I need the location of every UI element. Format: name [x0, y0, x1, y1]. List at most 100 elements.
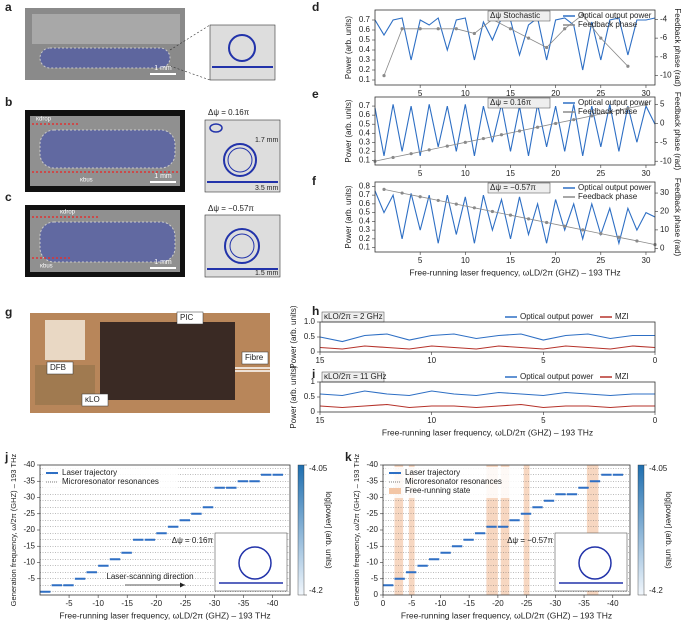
trajectory-segment: [405, 571, 417, 574]
series-marker: [526, 217, 531, 221]
trajectory-segment: [394, 577, 405, 580]
photo-label: κLO: [85, 395, 100, 404]
panel-label: i: [312, 367, 315, 381]
y-tick-label: 0.2: [359, 234, 371, 243]
series-line: [319, 390, 655, 397]
y-axis-label: Generation frequency, ω/2π (GHZ) – 193 T…: [9, 453, 18, 606]
y2-axis-label: Feedback phase (rad): [673, 92, 682, 171]
y-tick-label: -30: [23, 493, 35, 502]
y-axis-label: Power (arb. units): [289, 365, 298, 428]
x-tick-label: 15: [506, 169, 515, 178]
trajectory-segment: [578, 486, 589, 489]
trajectory-segment: [202, 506, 214, 509]
y-tick-label: 0.7: [359, 190, 371, 199]
x-tick-label: 15: [506, 256, 515, 265]
x-tick-label: 25: [596, 169, 605, 178]
trajectory-segment: [463, 538, 474, 541]
colorbar-tick-label: -4.2: [309, 586, 323, 595]
legend-label: Feedback phase: [578, 192, 638, 201]
legend-box: [43, 467, 178, 489]
y-tick-label: 0.2: [359, 147, 371, 156]
y-tick-label: -20: [23, 525, 35, 534]
series-marker: [581, 13, 585, 17]
y-tick-label: 0: [311, 347, 316, 356]
panel-label: f: [312, 174, 317, 188]
legend-label: Optical output power: [520, 372, 594, 381]
y-tick-label: 1.0: [304, 317, 316, 326]
x-tick-label: -30: [209, 599, 221, 608]
panel-label: a: [5, 0, 12, 14]
y-tick-label: -10: [23, 558, 35, 567]
chart-panel: -5 -10 -15 -20 -25 -30 -35 -40 -40 -35 -30 -25 -20 -1…: [9, 453, 333, 620]
series-line: [319, 403, 655, 409]
x-tick-label: -15: [463, 599, 475, 608]
panel-b-image: [25, 110, 281, 193]
y2-tick-label: 0: [660, 119, 665, 128]
x-tick-label: 10: [427, 356, 436, 365]
colorbar-tick-label: -4.05: [309, 464, 328, 473]
x-tick-label: 10: [461, 256, 470, 265]
series-marker: [508, 27, 513, 31]
colorbar-label: log[power] (arb. units): [324, 491, 333, 569]
phase-label: Δψ = 0.16π: [208, 108, 250, 117]
y2-axis-label: Feedback phase (rad): [673, 8, 682, 87]
y-tick-label: 0.1: [359, 243, 371, 252]
series-marker: [608, 110, 612, 114]
y-tick-label: 0.6: [359, 110, 371, 119]
series-marker: [436, 27, 440, 31]
chart-panel: 5 10 15 20 25 30 0.10.20.30.40.50.60.7 -10 -5 0 5 P…: [344, 92, 682, 178]
y-tick-label: 0.6: [359, 199, 371, 208]
trajectory-segment: [543, 499, 555, 502]
inset: [554, 532, 628, 592]
trajectory-segment: [191, 512, 202, 515]
panel-label: j: [4, 450, 8, 464]
trajectory-segment: [179, 519, 190, 522]
x-tick-label: 0: [653, 416, 658, 425]
series-line: [374, 17, 656, 71]
series-marker: [563, 224, 567, 228]
series-marker: [409, 152, 413, 156]
colorbar: [297, 464, 305, 596]
x-tick-label: -10: [435, 599, 447, 608]
free-running-band: [408, 465, 415, 595]
plot-frame: [382, 464, 631, 596]
plot-frame: [374, 9, 656, 86]
x-tick-label: 10: [427, 416, 436, 425]
scan-direction-label: Laser-scanning direction: [106, 572, 193, 581]
series-marker: [545, 220, 549, 225]
y-tick-label: 0.5: [304, 392, 316, 401]
dimension-label: 1.5 mm: [255, 270, 279, 277]
x-tick-label: -30: [550, 599, 562, 608]
y-tick-label: 0.3: [359, 137, 371, 146]
trajectory-segment: [272, 473, 284, 476]
trajectory-segment: [74, 577, 86, 580]
plot-frame: [39, 464, 291, 596]
series-marker: [418, 27, 422, 31]
series-marker: [581, 228, 585, 232]
y-tick-label: 0.2: [359, 65, 371, 74]
x-tick-label: -20: [150, 599, 162, 608]
x-tick-label: -10: [92, 599, 104, 608]
y-tick-label: -5: [28, 574, 36, 583]
y-tick-label: -30: [366, 493, 378, 502]
series-line: [374, 190, 656, 246]
legend-label: Feedback phase: [578, 20, 638, 29]
legend-label: MZI: [615, 312, 629, 321]
x-tick-label: -35: [238, 599, 250, 608]
trajectory-segment: [417, 564, 428, 567]
trajectory-segment: [474, 532, 486, 535]
x-tick-label: 30: [642, 169, 651, 178]
trajectory-segment: [63, 584, 74, 587]
y-tick-label: -35: [366, 476, 378, 485]
series-marker: [508, 213, 513, 217]
y-tick-label: -40: [366, 460, 378, 469]
trajectory-segment: [555, 493, 566, 496]
y-tick-label: -25: [366, 509, 378, 518]
series-marker: [418, 195, 422, 199]
y2-tick-label: 0: [660, 243, 665, 252]
dimension-label: 3.5 mm: [255, 185, 279, 192]
series-marker: [382, 74, 386, 78]
panel-label: k: [345, 450, 352, 464]
x-axis-label: Free-running laser frequency, ωLD/2π (GH…: [382, 427, 593, 437]
label-box: [241, 351, 269, 365]
